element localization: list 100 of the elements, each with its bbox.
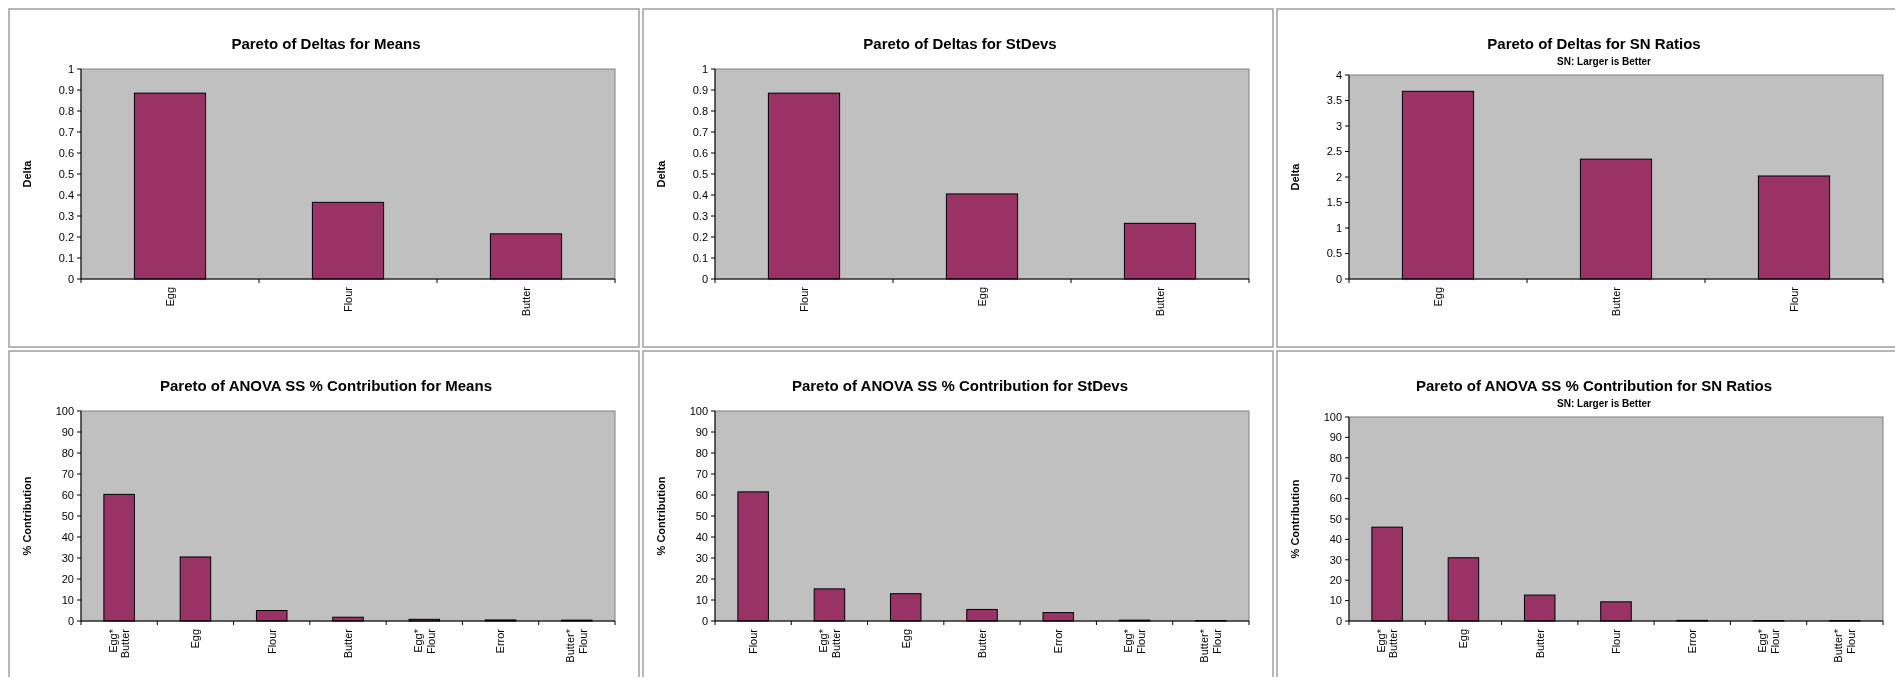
y-tick-label: 0.4 bbox=[692, 188, 708, 201]
y-tick-label: 1 bbox=[701, 62, 708, 75]
y-tick-label: 0.6 bbox=[58, 146, 74, 159]
y-axis-title: Delta bbox=[1289, 162, 1301, 191]
y-tick-label: 0.7 bbox=[58, 125, 74, 138]
y-tick-label: 60 bbox=[1329, 492, 1342, 505]
y-tick-label: 90 bbox=[695, 425, 708, 438]
x-tick-label: Butter* Flour bbox=[1198, 628, 1224, 663]
y-tick-label: 1 bbox=[67, 62, 74, 75]
y-tick-label: 2 bbox=[1335, 170, 1342, 183]
y-tick-label: 0 bbox=[67, 272, 74, 285]
y-tick-label: 0.8 bbox=[58, 104, 74, 117]
y-tick-label: 10 bbox=[1329, 594, 1342, 607]
chart-title: Pareto of ANOVA SS % Contribution for StDevs bbox=[791, 377, 1129, 394]
y-tick-label: 80 bbox=[1329, 451, 1342, 464]
y-tick-label: 60 bbox=[695, 488, 708, 501]
y-tick-label: 0.5 bbox=[58, 167, 74, 180]
x-tick-label: Error bbox=[1686, 628, 1699, 654]
y-tick-label: 100 bbox=[689, 404, 708, 417]
x-tick-label: Butter bbox=[1609, 286, 1622, 317]
x-tick-label: Egg* Flour bbox=[1121, 628, 1147, 655]
x-tick-label: Butter* Flour bbox=[1832, 628, 1858, 663]
x-tick-label: Egg bbox=[1457, 629, 1470, 649]
y-tick-label: 4 bbox=[1335, 68, 1342, 81]
chart-title: Pareto of ANOVA SS % Contribution for SN Ratios bbox=[1415, 377, 1773, 394]
y-axis-title: % Contribution bbox=[21, 476, 33, 556]
y-tick-label: 0.1 bbox=[692, 251, 708, 264]
y-tick-label: 0.2 bbox=[58, 230, 74, 243]
y-tick-label: 0.3 bbox=[692, 209, 708, 222]
y-tick-label: 2.5 bbox=[1326, 145, 1342, 158]
x-tick-label: Butter bbox=[1533, 628, 1546, 659]
y-tick-label: 3 bbox=[1335, 119, 1342, 132]
y-tick-label: 50 bbox=[695, 509, 708, 522]
chart-title: Pareto of Deltas for Means bbox=[231, 35, 421, 52]
y-axis-title: % Contribution bbox=[655, 476, 667, 556]
y-tick-label: 30 bbox=[695, 551, 708, 564]
y-axis-title: % Contribution bbox=[1289, 479, 1301, 559]
y-tick-label: 30 bbox=[61, 551, 74, 564]
y-tick-label: 0.4 bbox=[58, 188, 74, 201]
y-tick-label: 20 bbox=[695, 572, 708, 585]
y-tick-label: 0 bbox=[701, 614, 708, 627]
y-tick-label: 90 bbox=[1329, 431, 1342, 444]
y-tick-label: 70 bbox=[61, 467, 74, 480]
x-tick-label: Egg* Flour bbox=[1755, 628, 1781, 655]
x-tick-label: Flour bbox=[746, 628, 759, 655]
y-tick-label: 0 bbox=[1335, 614, 1342, 627]
x-tick-label: Egg bbox=[975, 287, 988, 307]
y-tick-label: 30 bbox=[1329, 553, 1342, 566]
y-tick-label: 20 bbox=[61, 572, 74, 585]
y-tick-label: 0.9 bbox=[692, 83, 708, 96]
x-tick-label: Butter bbox=[1153, 286, 1166, 317]
x-tick-label: Egg bbox=[163, 287, 176, 307]
chart-title: Pareto of ANOVA SS % Contribution for Means bbox=[160, 377, 492, 394]
y-tick-label: 80 bbox=[61, 446, 74, 459]
y-tick-label: 0.1 bbox=[58, 251, 74, 264]
y-tick-label: 10 bbox=[61, 593, 74, 606]
x-tick-label: Butter bbox=[341, 628, 354, 659]
y-tick-label: 0 bbox=[67, 614, 74, 627]
y-tick-label: 3.5 bbox=[1326, 94, 1342, 107]
x-tick-label: Egg bbox=[189, 629, 202, 649]
x-tick-label: Error bbox=[494, 628, 507, 654]
y-tick-label: 0 bbox=[1335, 272, 1342, 285]
y-tick-label: 50 bbox=[1329, 512, 1342, 525]
x-tick-label: Egg bbox=[899, 629, 912, 649]
y-tick-label: 0.5 bbox=[692, 167, 708, 180]
y-axis-title: Delta bbox=[21, 159, 33, 188]
y-tick-label: 50 bbox=[61, 509, 74, 522]
x-tick-label: Egg* Butter bbox=[106, 628, 132, 659]
y-tick-label: 0.5 bbox=[1326, 247, 1342, 260]
y-tick-label: 0.9 bbox=[58, 83, 74, 96]
y-tick-label: 40 bbox=[61, 530, 74, 543]
x-tick-label: Egg* Flour bbox=[411, 628, 437, 655]
x-tick-label: Butter bbox=[519, 286, 532, 317]
x-tick-label: Butter bbox=[975, 628, 988, 659]
y-tick-label: 0 bbox=[701, 272, 708, 285]
x-tick-label: Egg bbox=[1431, 287, 1444, 307]
chart-subtitle: SN: Larger is Better bbox=[1557, 56, 1652, 67]
x-tick-label: Error bbox=[1052, 628, 1065, 654]
y-tick-label: 90 bbox=[61, 425, 74, 438]
y-tick-label: 40 bbox=[1329, 533, 1342, 546]
y-tick-label: 100 bbox=[55, 404, 74, 417]
y-tick-label: 70 bbox=[1329, 472, 1342, 485]
y-tick-label: 80 bbox=[695, 446, 708, 459]
x-tick-label: Flour bbox=[341, 286, 354, 313]
y-tick-label: 0.6 bbox=[692, 146, 708, 159]
chart-title: Pareto of Deltas for StDevs bbox=[863, 35, 1057, 52]
y-tick-label: 100 bbox=[1323, 410, 1342, 423]
y-tick-label: 1.5 bbox=[1326, 196, 1342, 209]
x-tick-label: Flour bbox=[1609, 628, 1622, 655]
y-tick-label: 20 bbox=[1329, 574, 1342, 587]
x-tick-label: Egg* Butter bbox=[816, 628, 842, 659]
x-tick-label: Butter* Flour bbox=[564, 628, 590, 663]
y-tick-label: 0.8 bbox=[692, 104, 708, 117]
y-tick-label: 0.7 bbox=[692, 125, 708, 138]
y-axis-title: Delta bbox=[655, 159, 667, 188]
y-tick-label: 70 bbox=[695, 467, 708, 480]
y-tick-label: 0.2 bbox=[692, 230, 708, 243]
chart-title: Pareto of Deltas for SN Ratios bbox=[1487, 35, 1701, 52]
y-tick-label: 60 bbox=[61, 488, 74, 501]
x-tick-label: Egg* Butter bbox=[1374, 628, 1400, 659]
